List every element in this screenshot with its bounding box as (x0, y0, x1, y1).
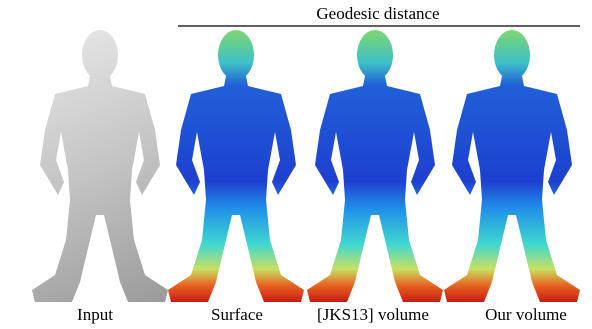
figure: Geodesic distance Input Surface [JKS13] … (0, 0, 592, 329)
panel-label: Input (77, 305, 113, 324)
panel-label: Our volume (485, 305, 567, 324)
surface-mesh (168, 30, 304, 302)
jks13-mesh (307, 30, 443, 302)
panel-label: [JKS13] volume (317, 305, 429, 324)
header-title: Geodesic distance (316, 4, 439, 23)
input-mesh (32, 30, 168, 302)
our-mesh (444, 30, 580, 302)
panel-label: Surface (211, 305, 263, 324)
